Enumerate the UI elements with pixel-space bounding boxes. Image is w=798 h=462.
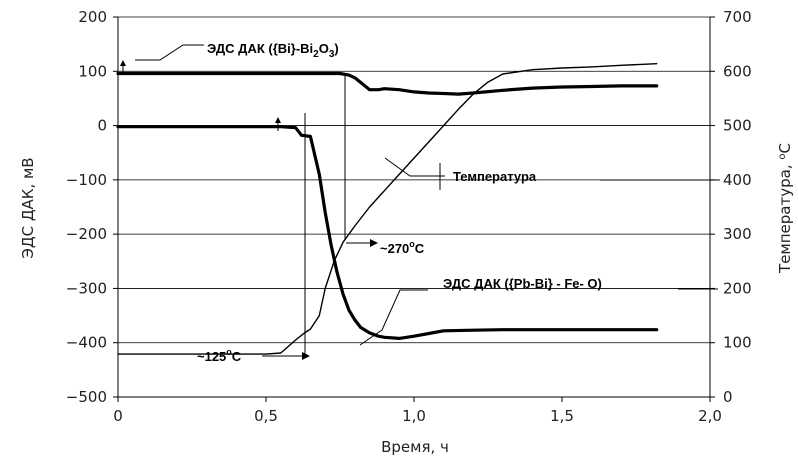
temperature-annotation: Температура: [384, 157, 720, 190]
temperature-label: Температура: [453, 169, 537, 184]
start-markers: [120, 60, 281, 131]
t270-annotation: ~270oC: [344, 73, 425, 256]
y-axis-left-label: ЭДС ДАК, мВ: [19, 157, 37, 258]
x-axis-label: Время, ч: [381, 438, 449, 456]
y-right-tick-label: 0: [723, 388, 733, 406]
x-tick-label: 1,5: [550, 407, 574, 425]
y-left-tick-label: −200: [66, 225, 107, 243]
y-left-tick-label: 100: [78, 62, 107, 80]
y-right-tick-label: 200: [723, 279, 752, 297]
y-left-tick-label: −300: [66, 279, 107, 297]
y-right-tick-label: 400: [723, 171, 752, 189]
y-right-tick-label: 600: [723, 62, 752, 80]
t125-label: ~125oC: [197, 347, 242, 364]
y-left-tick-label: 0: [97, 117, 107, 135]
series-group: [116, 63, 659, 355]
pbbi-series-label: ЭДС ДАК ({Pb-Bi} - Fe- O): [443, 276, 602, 291]
y-right-tick-label: 300: [723, 225, 752, 243]
pbbi-series-annotation: ЭДС ДАК ({Pb-Bi} - Fe- O): [359, 276, 718, 346]
tick-labels: 200 100 0 −100 −200 −300 −400 −500 700 600 500 400 3…: [66, 8, 752, 425]
series-line-2: [116, 125, 659, 340]
x-tick-label: 1,0: [402, 407, 426, 425]
x-tick-label: 0: [113, 407, 123, 425]
y-right-tick-label: 700: [723, 8, 752, 26]
axes: [113, 16, 715, 402]
y-axis-right-label: Температура, oС: [776, 143, 794, 274]
y-left-tick-label: −100: [66, 171, 107, 189]
y-left-tick-label: 200: [78, 8, 107, 26]
bi-series-annotation: ЭДС ДАК ({Bi}-Bi2O3): [135, 41, 339, 61]
bi-series-label: ЭДС ДАК ({Bi}-Bi2O3): [207, 41, 339, 60]
t125-annotation: ~125oC: [197, 113, 310, 364]
y-right-tick-label: 100: [723, 334, 752, 352]
y-right-tick-label: 500: [723, 117, 752, 135]
x-tick-label: 0,5: [254, 407, 278, 425]
series-line-1: [116, 71, 659, 96]
series-line-3: [117, 63, 658, 355]
x-tick-label: 2,0: [698, 407, 722, 425]
y-left-tick-label: −400: [66, 334, 107, 352]
t270-label: ~270oC: [380, 239, 425, 256]
y-left-tick-label: −500: [66, 388, 107, 406]
